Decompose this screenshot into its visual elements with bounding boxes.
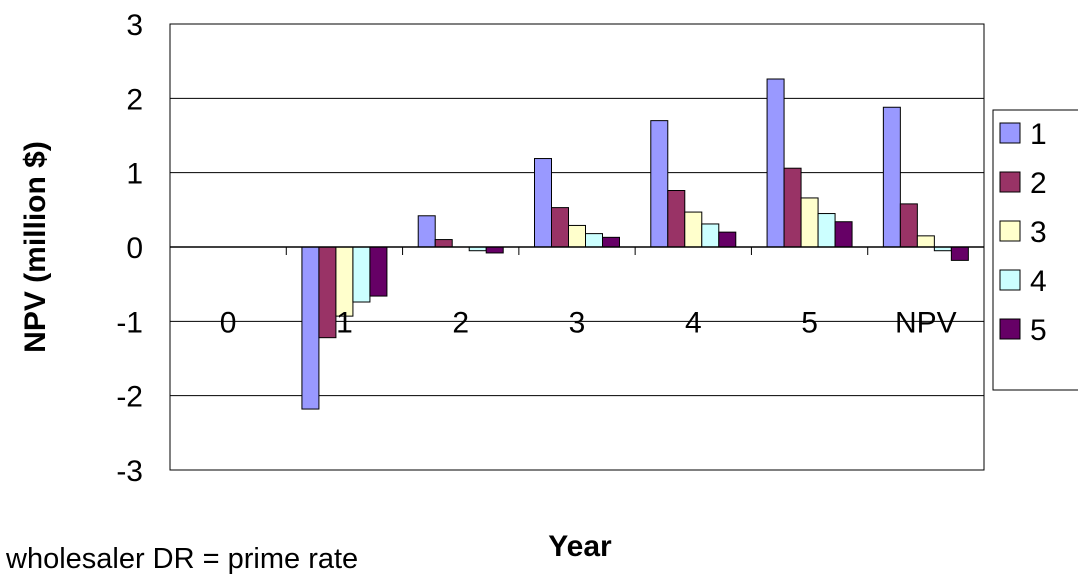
y-tick-label: 3 [126, 9, 143, 42]
footnote: wholesaler DR = prime rate [6, 543, 359, 575]
legend-swatch [999, 171, 1021, 193]
legend-label: 2 [1030, 167, 1047, 200]
bars [301, 78, 969, 410]
legend-label: 3 [1030, 216, 1047, 249]
legend-frame [992, 109, 1078, 391]
x-tick-label: 0 [220, 306, 237, 339]
y-tick-label: -3 [116, 455, 143, 488]
bar-series-1-NPV [882, 106, 901, 248]
bar-series-2-NPV [899, 203, 918, 248]
bar-series-1-5 [766, 78, 785, 248]
bar-series-4-5 [817, 213, 836, 248]
legend-label: 4 [1030, 265, 1047, 298]
bar-series-5-NPV [950, 246, 969, 261]
bar-series-5-5 [834, 221, 853, 248]
x-tick-label: 5 [801, 306, 818, 339]
bar-series-2-2 [434, 239, 453, 248]
y-axis-label: NPV (million $) [19, 141, 52, 353]
bar-series-1-1 [301, 246, 320, 410]
x-tick-label: 4 [685, 306, 702, 339]
y-tick-label: -1 [116, 306, 143, 339]
bar-series-1-3 [534, 158, 552, 248]
legend-swatch [999, 269, 1021, 291]
legend-label: 1 [1030, 118, 1047, 151]
legend-swatch [999, 318, 1021, 340]
x-axis-label: Year [548, 530, 612, 563]
y-tick-label: 0 [126, 232, 143, 265]
x-tick-label: 2 [452, 306, 469, 339]
y-tick-labels: -3 -2 -1 0 1 2 3 [116, 9, 143, 488]
legend-label: 5 [1030, 314, 1047, 347]
bar-series-4-1 [352, 246, 371, 303]
bar-series-1-2 [417, 215, 436, 248]
y-tick-label: 2 [126, 83, 143, 116]
x-tick-label: NPV [895, 306, 957, 339]
legend: 1 2 3 4 5 [992, 109, 1078, 391]
y-tick-label: 1 [126, 158, 143, 191]
x-tick-labels: 0 1 2 3 4 5 NPV [220, 306, 957, 339]
legend-swatch [999, 122, 1021, 144]
bar-series-2-1 [318, 246, 337, 339]
bar-series-4-4 [701, 223, 720, 248]
bar-series-2-3 [551, 207, 569, 248]
x-tick-label: 1 [336, 306, 353, 339]
bar-series-5-2 [485, 246, 504, 254]
bar-series-3-3 [568, 224, 586, 248]
bar-series-1-4 [650, 120, 669, 248]
bar-series-5-4 [718, 231, 737, 248]
bar-series-5-3 [602, 236, 620, 248]
x-axis [169, 246, 985, 255]
bar-series-2-5 [783, 167, 802, 248]
bar-series-4-3 [585, 233, 603, 248]
bar-series-2-4 [667, 190, 686, 248]
x-tick-label: 3 [569, 306, 586, 339]
bar-series-5-1 [369, 246, 388, 297]
y-tick-label: -2 [116, 381, 143, 414]
bar-series-3-5 [800, 197, 819, 248]
bar-series-3-4 [684, 211, 703, 248]
bar-series-3-NPV [916, 235, 935, 248]
legend-swatch [999, 220, 1021, 242]
